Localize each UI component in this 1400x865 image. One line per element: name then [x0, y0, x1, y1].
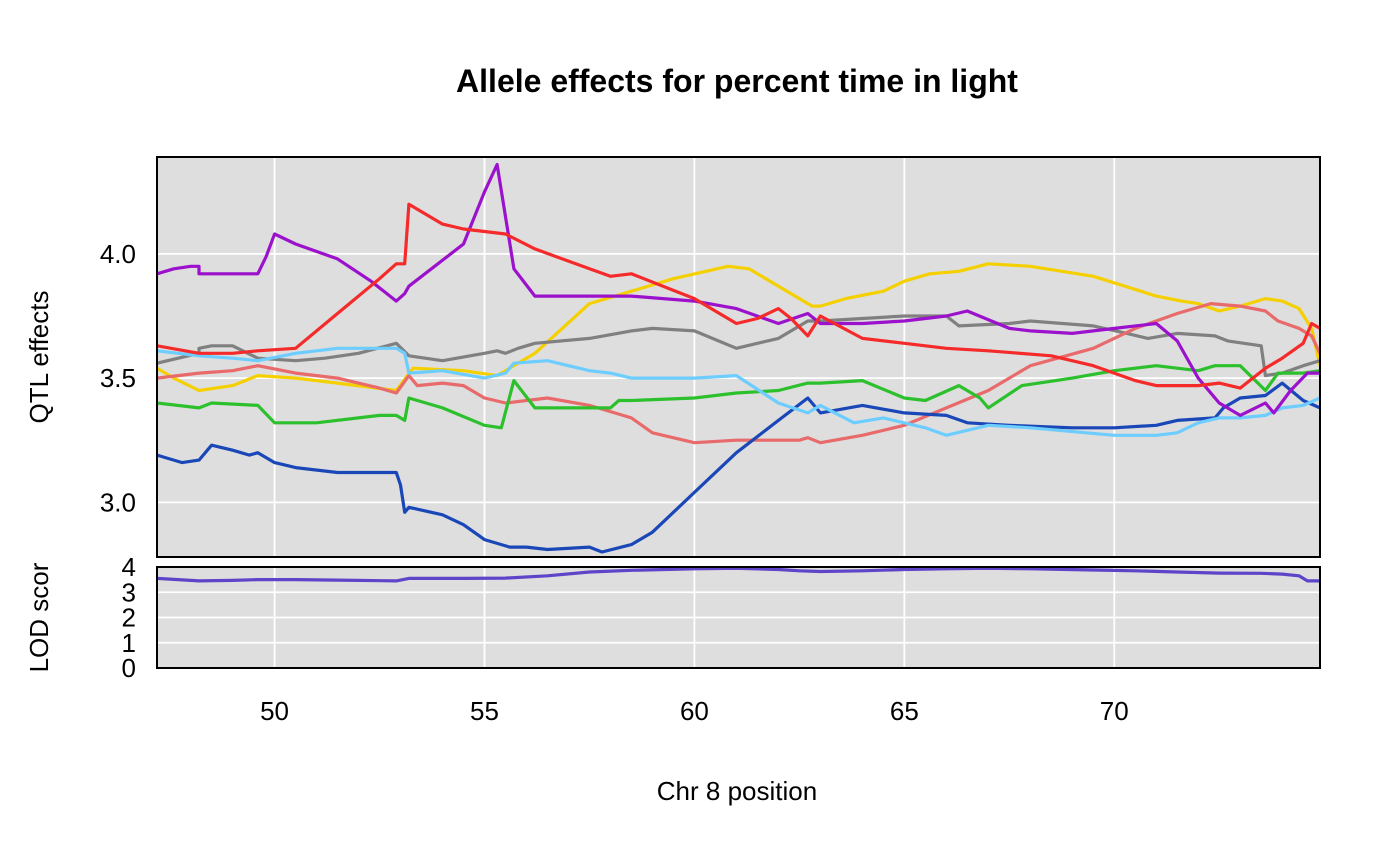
series-line-lod-0 — [157, 567, 1320, 583]
panel-frame-lod — [156, 566, 1321, 669]
series-line-effects-5 — [157, 346, 1320, 437]
y-axis-label-lod: LOD scor — [24, 562, 54, 672]
x-tick-label: 70 — [1100, 696, 1129, 726]
y-tick-label: 4 — [122, 552, 136, 582]
y-tick-label: 1 — [122, 628, 136, 658]
y-tick-label: 2 — [122, 603, 136, 633]
series-line-effects-1 — [157, 314, 1320, 378]
y-tick-label: 0 — [122, 653, 136, 683]
y-tick-label: 3 — [122, 577, 136, 607]
panel-background-effects — [157, 157, 1320, 557]
series-line-effects-7 — [157, 202, 1320, 390]
x-tick-label: 50 — [260, 696, 289, 726]
x-tick-label: 65 — [890, 696, 919, 726]
series-line-effects-6 — [157, 162, 1320, 417]
x-axis-label: Chr 8 position — [657, 776, 817, 806]
x-tick-label: 60 — [680, 696, 709, 726]
y-axis-label-effects: QTL effects — [24, 291, 54, 424]
series-line-effects-0 — [157, 262, 1320, 393]
panel-effects: 3.0 3.5 4.0 QTL effects — [24, 156, 1321, 558]
panel-frame-effects — [156, 156, 1321, 558]
y-tick-label: 4.0 — [100, 239, 136, 269]
x-tick-label: 55 — [470, 696, 499, 726]
y-tick-label: 3.5 — [100, 363, 136, 393]
y-tick-label: 3.0 — [100, 487, 136, 517]
series-line-effects-3 — [157, 381, 1320, 554]
chart-title: Allele effects for percent time in light — [456, 63, 1018, 99]
series-line-effects-2 — [157, 302, 1320, 445]
series-line-effects-4 — [157, 364, 1320, 430]
